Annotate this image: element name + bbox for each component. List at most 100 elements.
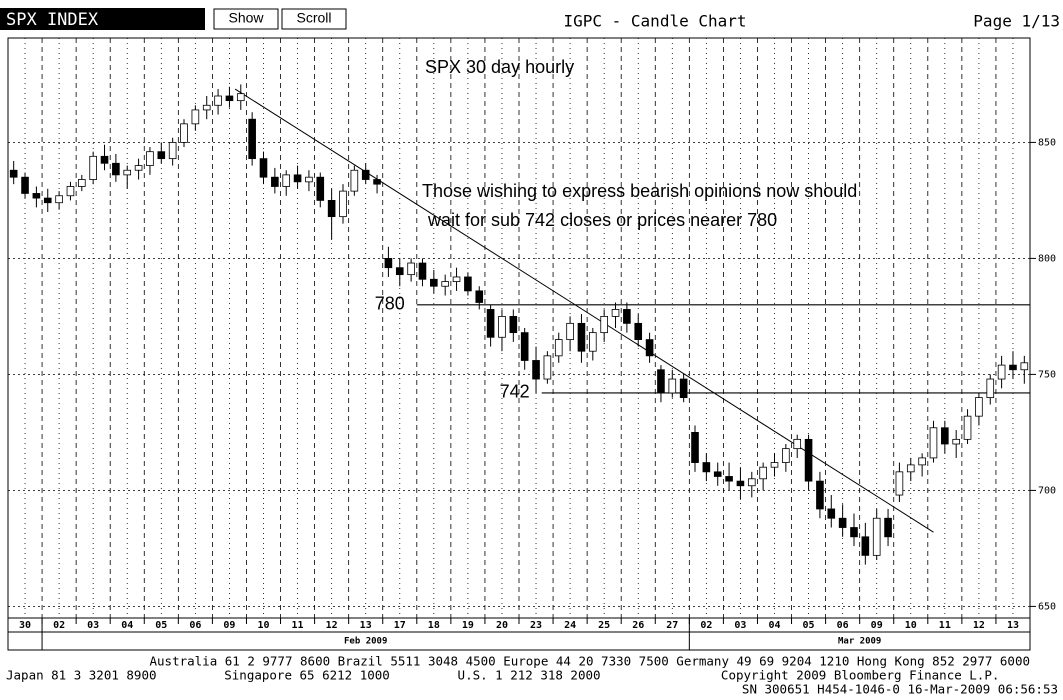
candle-body (793, 438, 802, 450)
candle-body (611, 309, 620, 317)
y-tick-label: 800 (1038, 253, 1056, 264)
candle-body (918, 457, 926, 466)
y-tick-label: 850 (1038, 137, 1056, 148)
candle-body (520, 332, 529, 361)
x-tick-label: 11 (939, 620, 951, 631)
scroll-label[interactable]: Scroll (296, 10, 331, 26)
x-tick-label: 03 (734, 620, 746, 631)
level-label: 780 (375, 294, 405, 314)
page-indicator: Page 1/13 (973, 12, 1060, 31)
candle-body (986, 378, 995, 399)
ticker-box (0, 8, 205, 30)
candle-body (146, 151, 154, 166)
candle-body (373, 179, 381, 185)
candle-body (895, 471, 904, 496)
candle-body (861, 536, 870, 556)
x-tick-label: 09 (871, 620, 883, 631)
x-tick-label: 04 (768, 620, 780, 631)
candle-body (906, 464, 915, 473)
show-button[interactable] (213, 8, 279, 30)
x-tick-label: 19 (462, 620, 474, 631)
candle-body (100, 155, 109, 164)
candle-body (418, 262, 427, 280)
x-tick-label: 04 (121, 620, 133, 631)
candle-body (850, 527, 858, 538)
candle-body (225, 95, 234, 102)
candle-body (407, 262, 415, 276)
x-tick-label: 25 (598, 620, 610, 631)
candle-body (316, 176, 325, 201)
candle-body (157, 151, 166, 160)
y-tick-label: 650 (1038, 601, 1056, 612)
x-tick-label: 10 (257, 620, 269, 631)
scroll-button[interactable] (281, 8, 347, 30)
candle-body (691, 431, 699, 463)
x-tick-label: 03 (87, 620, 99, 631)
candle-body (929, 427, 938, 459)
candle-body (997, 364, 1006, 380)
candle-body (1020, 362, 1029, 371)
candle-body (498, 315, 506, 338)
x-tick-label: 06 (189, 620, 201, 631)
candle-body (577, 322, 586, 352)
candle-body (600, 315, 608, 334)
candle-body (123, 169, 132, 176)
month-label: Feb 2009 (344, 637, 387, 647)
candle-body (702, 462, 711, 473)
candle-body (305, 176, 313, 183)
candle-body (89, 155, 97, 180)
show-label[interactable]: Show (228, 10, 264, 26)
x-tick-label: 26 (632, 620, 644, 631)
candle-body (816, 480, 824, 510)
candle-body (339, 190, 347, 218)
candle-body (770, 462, 779, 468)
candle-body (78, 179, 86, 187)
x-tick-label: 30 (19, 620, 31, 631)
x-tick-label: 23 (530, 620, 542, 631)
candle-body (214, 95, 222, 106)
x-tick-label: 24 (564, 620, 576, 631)
footer-line: SN 300651 H454-1046-0 16-Mar-2009 06:56:… (742, 682, 1058, 697)
candle-body (827, 508, 836, 519)
candle-body (32, 193, 41, 199)
candle-body (657, 369, 665, 394)
candle-body (486, 309, 495, 338)
candle-body (236, 93, 245, 102)
candle-body (134, 165, 143, 171)
candle-body (747, 478, 756, 487)
candle-body (963, 415, 972, 440)
candle-body (202, 104, 211, 111)
trendline (234, 88, 934, 533)
candle-body (395, 267, 404, 276)
x-tick-label: 02 (53, 620, 65, 631)
x-tick-label: 17 (394, 620, 406, 631)
candle-body (282, 174, 291, 187)
candle-body (350, 169, 359, 192)
x-tick-label: 10 (905, 620, 917, 631)
candle-body (509, 315, 518, 334)
x-tick-label: 12 (326, 620, 338, 631)
candle-body (180, 123, 188, 143)
x-tick-label: 09 (223, 620, 235, 631)
candle-body (464, 276, 472, 292)
footer-line: Australia 61 2 9777 8600 Brazil 5511 304… (150, 654, 1031, 669)
candle-body (293, 174, 302, 183)
candle-body (441, 281, 449, 287)
candle-body (532, 360, 540, 380)
candle-body (9, 169, 18, 178)
candle-body (21, 176, 29, 194)
candle-body (452, 276, 461, 282)
x-tick-label: 20 (496, 620, 508, 631)
x-tick-label: 06 (837, 620, 849, 631)
y-tick-label: 750 (1038, 369, 1056, 380)
candle-body (804, 438, 813, 482)
x-tick-label: 18 (428, 620, 440, 631)
candle-body (713, 471, 722, 477)
candle-body (589, 332, 597, 352)
candle-body (759, 466, 767, 480)
candle-body (975, 397, 983, 417)
candle-body (634, 322, 643, 340)
candle-body (1009, 364, 1017, 371)
candle-body (941, 427, 949, 445)
x-tick-label: 13 (1007, 620, 1019, 631)
